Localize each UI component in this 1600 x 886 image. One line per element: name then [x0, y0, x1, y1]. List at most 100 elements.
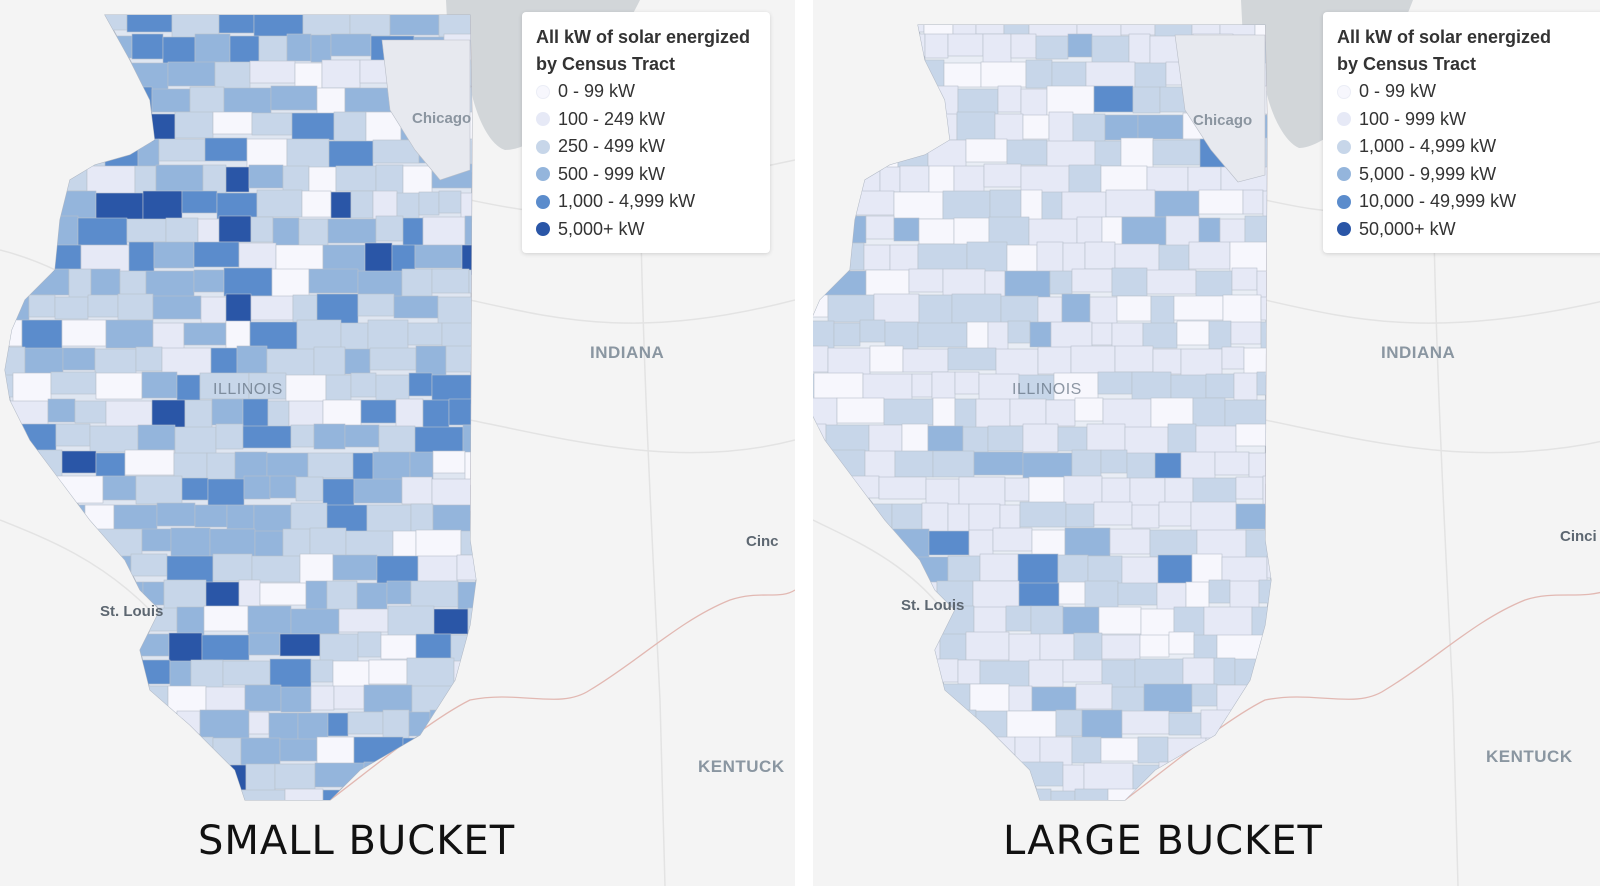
census-tract[interactable]	[344, 348, 371, 375]
census-tract[interactable]	[1243, 347, 1274, 376]
census-tract[interactable]	[980, 61, 1027, 88]
census-tract[interactable]	[250, 216, 274, 243]
census-tract[interactable]	[135, 346, 163, 372]
census-tract[interactable]	[1055, 709, 1083, 737]
census-tract[interactable]	[992, 527, 1033, 552]
census-tract[interactable]	[0, 737, 12, 763]
census-tract[interactable]	[251, 555, 301, 583]
census-tract[interactable]	[838, 166, 881, 195]
census-tract[interactable]	[920, 113, 958, 141]
census-tract[interactable]	[1276, 504, 1302, 530]
census-tract[interactable]	[284, 788, 324, 813]
census-tract[interactable]	[1235, 476, 1264, 500]
census-tract[interactable]	[171, 761, 217, 786]
census-tract[interactable]	[3, 607, 39, 639]
census-tract[interactable]	[372, 190, 398, 220]
census-tract[interactable]	[402, 737, 443, 770]
census-tract[interactable]	[0, 218, 17, 243]
census-tract[interactable]	[1031, 529, 1066, 558]
census-tract[interactable]	[0, 711, 11, 738]
census-tract[interactable]	[1281, 321, 1313, 348]
census-tract[interactable]	[201, 634, 250, 661]
census-tract[interactable]	[0, 423, 17, 450]
census-tract[interactable]	[218, 215, 252, 243]
census-tract[interactable]	[947, 33, 984, 57]
census-tract[interactable]	[21, 319, 63, 351]
census-tract[interactable]	[432, 450, 466, 474]
census-tract[interactable]	[982, 33, 1012, 65]
census-tract[interactable]	[1028, 659, 1064, 688]
census-tract[interactable]	[310, 685, 335, 711]
census-tract[interactable]	[1284, 661, 1324, 692]
census-tract[interactable]	[861, 34, 904, 67]
census-tract[interactable]	[212, 553, 253, 582]
census-tract[interactable]	[202, 164, 227, 195]
census-tract[interactable]	[402, 217, 424, 249]
census-tract[interactable]	[1057, 426, 1088, 452]
census-tract[interactable]	[1268, 712, 1310, 747]
census-tract[interactable]	[459, 789, 491, 812]
census-tract[interactable]	[1251, 606, 1273, 637]
census-tract[interactable]	[95, 192, 144, 223]
census-tract[interactable]	[1256, 371, 1282, 396]
chicago-urban-area[interactable]	[381, 39, 471, 181]
census-tract[interactable]	[1058, 581, 1086, 605]
census-tract[interactable]	[40, 504, 86, 531]
census-tract[interactable]	[813, 451, 818, 477]
census-tract[interactable]	[256, 189, 303, 218]
census-tract[interactable]	[167, 61, 216, 87]
census-tract[interactable]	[1008, 685, 1033, 712]
census-tract[interactable]	[142, 190, 183, 221]
census-tract[interactable]	[973, 606, 1007, 637]
census-tract[interactable]	[813, 111, 831, 135]
census-tract[interactable]	[924, 33, 949, 59]
census-tract[interactable]	[181, 190, 218, 214]
census-tract[interactable]	[901, 423, 929, 456]
census-tract[interactable]	[917, 322, 968, 348]
census-tract[interactable]	[1074, 788, 1109, 819]
census-tract[interactable]	[245, 763, 276, 795]
census-tract[interactable]	[1232, 790, 1281, 819]
census-tract[interactable]	[997, 85, 1022, 113]
census-tract[interactable]	[15, 218, 46, 253]
census-tract[interactable]	[821, 658, 869, 687]
census-tract[interactable]	[0, 245, 2, 273]
census-tract[interactable]	[813, 764, 818, 798]
census-tract[interactable]	[0, 504, 11, 533]
census-tract[interactable]	[1037, 346, 1072, 375]
census-tract[interactable]	[39, 139, 64, 163]
census-tract[interactable]	[892, 790, 924, 819]
census-tract[interactable]	[1157, 554, 1193, 587]
census-tract[interactable]	[6, 582, 53, 616]
chicago-urban-area[interactable]	[1174, 34, 1266, 183]
census-tract[interactable]	[1195, 425, 1237, 454]
census-tract[interactable]	[14, 684, 41, 709]
census-tract[interactable]	[1000, 295, 1039, 325]
census-tract[interactable]	[813, 140, 836, 175]
census-tract[interactable]	[163, 579, 207, 611]
census-tract[interactable]	[464, 451, 513, 486]
census-tract[interactable]	[61, 450, 97, 474]
census-tract[interactable]	[344, 424, 380, 448]
census-tract[interactable]	[96, 8, 128, 31]
census-tract[interactable]	[859, 319, 886, 343]
census-tract[interactable]	[1111, 322, 1144, 350]
census-tract[interactable]	[280, 686, 312, 713]
census-tract[interactable]	[244, 684, 282, 712]
census-tract[interactable]	[1262, 631, 1286, 658]
census-tract[interactable]	[1022, 114, 1050, 140]
census-tract[interactable]	[291, 112, 335, 141]
census-tract[interactable]	[134, 659, 171, 685]
census-tract[interactable]	[813, 87, 821, 113]
census-tract[interactable]	[1121, 710, 1170, 735]
census-tract[interactable]	[884, 321, 919, 350]
census-tract[interactable]	[204, 137, 248, 162]
census-tract[interactable]	[102, 475, 137, 501]
census-tract[interactable]	[432, 504, 478, 534]
census-tract[interactable]	[478, 294, 507, 325]
census-tract[interactable]	[1037, 296, 1063, 324]
census-tract[interactable]	[420, 763, 467, 794]
census-tract[interactable]	[51, 581, 80, 605]
census-tract[interactable]	[1048, 111, 1074, 146]
census-tract[interactable]	[274, 763, 316, 790]
